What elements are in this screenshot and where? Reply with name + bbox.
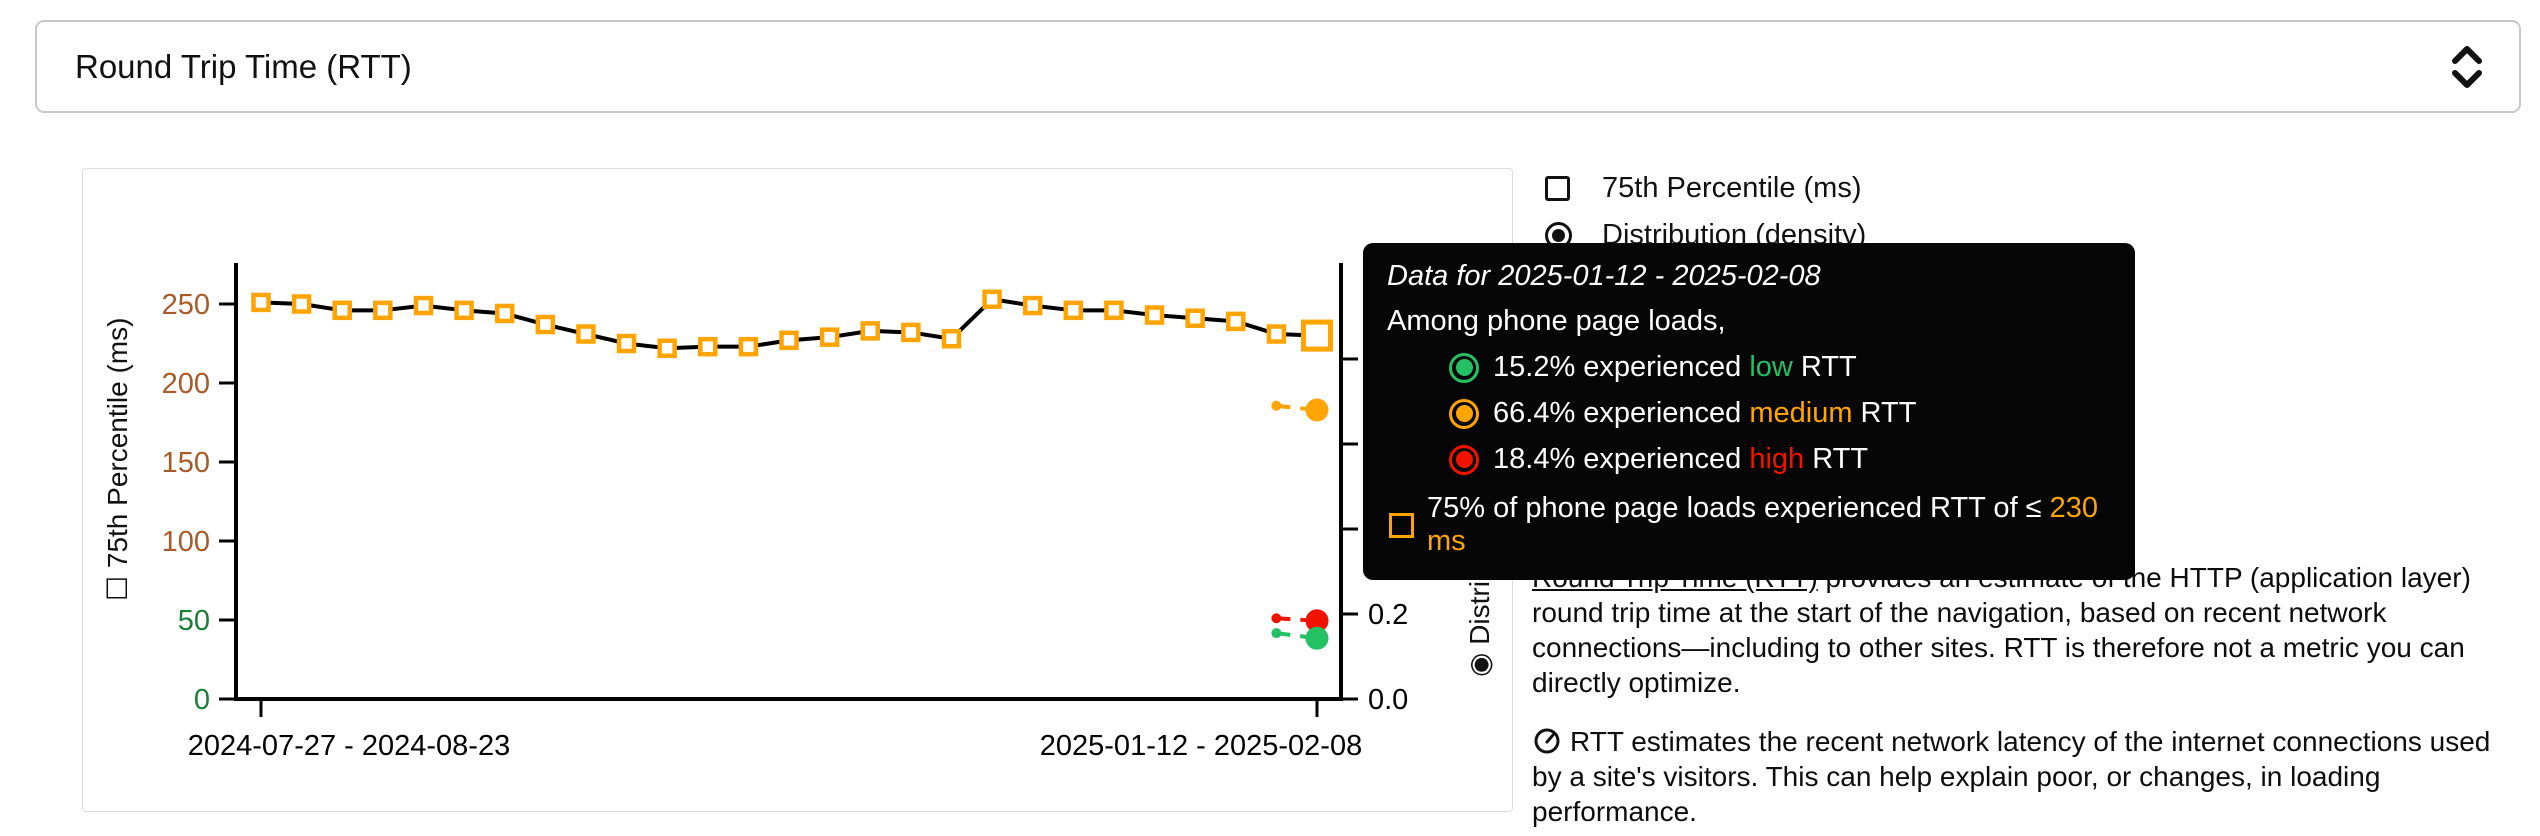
tooltip-subtitle: Among phone page loads, bbox=[1387, 305, 1726, 337]
rtt-chart[interactable]: 0 50 100 150 200 250 0.0 0.2 2024-07-27 - 2024-0… bbox=[83, 169, 1512, 811]
chart-marker[interactable] bbox=[535, 314, 556, 335]
checkbox-icon[interactable] bbox=[1545, 176, 1570, 201]
density-high-end-dot bbox=[1305, 609, 1329, 633]
chart-marker[interactable] bbox=[901, 322, 921, 343]
chart-marker[interactable] bbox=[1104, 300, 1124, 321]
chart-marker[interactable] bbox=[373, 300, 393, 321]
density-low-end-dot bbox=[1305, 626, 1329, 650]
left-axis-title: ☐ 75th Percentile (ms) bbox=[102, 318, 133, 601]
right-tick-label: 0.0 bbox=[1368, 684, 1408, 716]
tooltip-footer-prefix: 75% of phone page loads experienced RTT … bbox=[1427, 492, 2050, 524]
tooltip-row-medium: 66.4% experienced medium RTT bbox=[1449, 397, 2111, 430]
low-rtt-circle-icon bbox=[1449, 352, 1479, 383]
chart-marker[interactable] bbox=[413, 295, 434, 316]
chart-marker[interactable] bbox=[738, 336, 759, 357]
description-paragraph-2: RTT estimates the recent network latency… bbox=[1532, 724, 2522, 829]
metric-select-value: Round Trip Time (RTT) bbox=[75, 47, 412, 85]
medium-rtt-circle-icon bbox=[1449, 398, 1479, 429]
tooltip-row-rating: medium bbox=[1749, 397, 1853, 429]
tooltip-row-suffix: RTT bbox=[1852, 397, 1917, 429]
chart-card: 0 50 100 150 200 250 0.0 0.2 2024-07-27 - 2024-0… bbox=[82, 168, 1513, 812]
chart-marker[interactable] bbox=[941, 329, 962, 349]
tooltip-row-low: 15.2% experienced low RTT bbox=[1449, 351, 2111, 384]
chart-marker[interactable] bbox=[860, 321, 880, 341]
left-tick-label: 0 bbox=[194, 684, 210, 716]
tooltip-row-rating: high bbox=[1749, 443, 1805, 475]
chart-marker[interactable] bbox=[982, 289, 1002, 310]
chart-marker[interactable] bbox=[1063, 300, 1084, 321]
tooltip-row-prefix: 15.2% experienced bbox=[1493, 351, 1750, 383]
chart-marker[interactable] bbox=[1266, 324, 1287, 344]
unfold-more-icon bbox=[2452, 45, 2482, 88]
tooltip-percentile-row: 75% of phone page loads experienced RTT … bbox=[1389, 492, 2111, 558]
chart-marker[interactable] bbox=[657, 338, 677, 358]
legend-item-75th-percentile[interactable]: 75th Percentile (ms) bbox=[1545, 172, 1866, 205]
chart-tooltip: Data for 2025-01-12 - 2025-02-08 Among p… bbox=[1363, 243, 2135, 580]
density-medium-end-dot bbox=[1305, 398, 1329, 422]
description-paragraph-1: Round Trip Time (RTT) provides an estima… bbox=[1532, 560, 2522, 700]
chart-marker[interactable] bbox=[1022, 295, 1043, 316]
chart-marker[interactable] bbox=[616, 333, 637, 354]
tooltip-row-prefix: 66.4% experienced bbox=[1493, 397, 1750, 429]
tooltip-footer-value: 230 ms bbox=[1427, 492, 2107, 557]
right-tick-label: 0.2 bbox=[1368, 599, 1408, 631]
high-rtt-circle-icon bbox=[1449, 444, 1479, 475]
left-tick-label: 100 bbox=[162, 526, 210, 558]
left-tick-label: 200 bbox=[162, 368, 210, 400]
chart-marker-selected[interactable] bbox=[1301, 319, 1333, 352]
left-tick-label: 150 bbox=[162, 447, 210, 479]
chart-marker[interactable] bbox=[291, 294, 312, 314]
tooltip-row-high: 18.4% experienced high RTT bbox=[1449, 443, 2111, 476]
description-text: provides an estimate of the HTTP (applic… bbox=[1532, 562, 2471, 698]
x-tick-label: 2024-07-27 - 2024-08-23 bbox=[188, 730, 510, 762]
metric-select[interactable]: Round Trip Time (RTT) bbox=[35, 20, 2521, 113]
metric-description: Round Trip Time (RTT) provides an estima… bbox=[1532, 560, 2522, 836]
chart-marker[interactable] bbox=[1226, 311, 1246, 332]
chart-marker[interactable] bbox=[819, 327, 840, 347]
tooltip-row-suffix: RTT bbox=[1804, 443, 1869, 475]
legend-label: 75th Percentile (ms) bbox=[1602, 172, 1862, 204]
description-text: RTT estimates the recent network latency… bbox=[1532, 726, 2491, 827]
density-medium-dot bbox=[1271, 400, 1282, 411]
percentile-square-icon bbox=[1389, 512, 1414, 538]
tooltip-row-prefix: 18.4% experienced bbox=[1493, 443, 1750, 475]
x-tick-label: 2025-01-12 - 2025-02-08 bbox=[1040, 730, 1362, 762]
density-low-dot bbox=[1271, 628, 1282, 639]
left-tick-label: 250 bbox=[162, 289, 210, 321]
density-high-dot bbox=[1271, 613, 1282, 624]
chart-marker[interactable] bbox=[494, 303, 515, 324]
chart-marker[interactable] bbox=[1185, 308, 1205, 328]
tooltip-title: Data for 2025-01-12 - 2025-02-08 bbox=[1387, 260, 1821, 292]
tooltip-row-rating: low bbox=[1749, 351, 1793, 383]
chart-marker[interactable] bbox=[454, 300, 474, 321]
chart-marker[interactable] bbox=[251, 292, 271, 313]
gauge-icon bbox=[1534, 728, 1560, 754]
chart-marker[interactable] bbox=[1144, 305, 1165, 325]
chart-marker[interactable] bbox=[698, 336, 718, 357]
left-tick-label: 50 bbox=[178, 605, 210, 637]
chart-marker[interactable] bbox=[576, 324, 596, 344]
chart-marker[interactable] bbox=[779, 330, 799, 351]
chart-marker[interactable] bbox=[332, 300, 352, 321]
tooltip-row-suffix: RTT bbox=[1792, 351, 1857, 383]
